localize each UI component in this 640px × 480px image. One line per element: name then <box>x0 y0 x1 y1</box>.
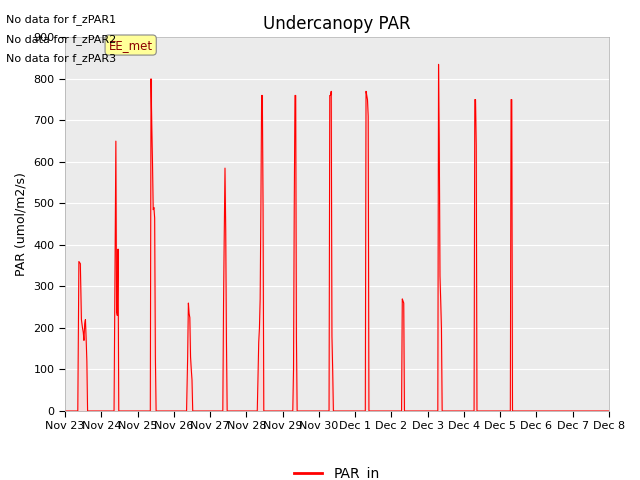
Text: No data for f_zPAR2: No data for f_zPAR2 <box>6 34 116 45</box>
Text: No data for f_zPAR3: No data for f_zPAR3 <box>6 53 116 64</box>
Text: No data for f_zPAR1: No data for f_zPAR1 <box>6 14 116 25</box>
Y-axis label: PAR (umol/m2/s): PAR (umol/m2/s) <box>15 172 28 276</box>
Title: Undercanopy PAR: Undercanopy PAR <box>263 15 411 33</box>
Legend: PAR_in: PAR_in <box>289 461 385 480</box>
Text: EE_met: EE_met <box>109 38 153 51</box>
